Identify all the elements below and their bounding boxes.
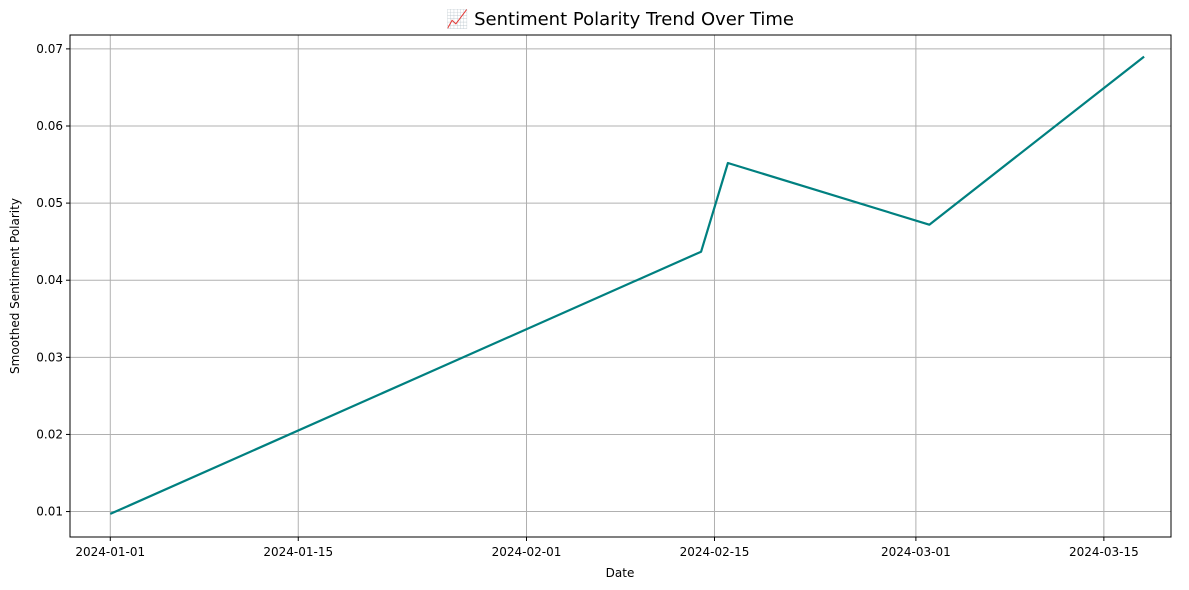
y-tick-label: 0.04 bbox=[36, 273, 63, 287]
series-line bbox=[109, 55, 1145, 515]
plot-frame bbox=[69, 34, 1172, 538]
x-axis-label: Date bbox=[606, 566, 635, 580]
x-tick-label: 2024-02-01 bbox=[492, 545, 562, 559]
y-tick-label: 0.02 bbox=[36, 427, 63, 441]
series-layer bbox=[109, 55, 1145, 515]
grid bbox=[70, 35, 1171, 537]
x-tick-label: 2024-01-01 bbox=[75, 545, 145, 559]
y-tick-label: 0.05 bbox=[36, 196, 63, 210]
y-axis-label: Smoothed Sentiment Polarity bbox=[8, 198, 22, 374]
x-tick-label: 2024-01-15 bbox=[263, 545, 333, 559]
chart-title: 📈 Sentiment Polarity Trend Over Time bbox=[446, 8, 794, 30]
y-tick-label: 0.01 bbox=[36, 505, 63, 519]
x-tick-label: 2024-02-15 bbox=[680, 545, 750, 559]
x-tick-label: 2024-03-15 bbox=[1069, 545, 1139, 559]
ticks: 2024-01-01 2024-01-15 2024-02-01 2024-02-15… bbox=[36, 42, 1138, 559]
y-tick-label: 0.07 bbox=[36, 42, 63, 56]
y-tick-label: 0.06 bbox=[36, 119, 63, 133]
y-tick-label: 0.03 bbox=[36, 350, 63, 364]
x-tick-label: 2024-03-01 bbox=[881, 545, 951, 559]
